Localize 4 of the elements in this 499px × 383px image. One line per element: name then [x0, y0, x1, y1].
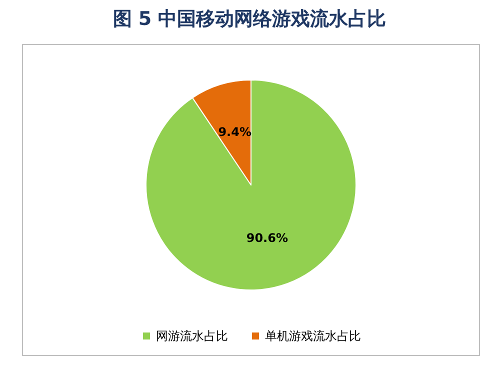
legend-label: 单机游戏流水占比	[265, 329, 361, 343]
data-label: 90.6%	[246, 231, 288, 246]
legend-label: 网游流水占比	[156, 329, 228, 343]
chart-title: 图 5 中国移动网络游戏流水占比	[112, 7, 388, 32]
